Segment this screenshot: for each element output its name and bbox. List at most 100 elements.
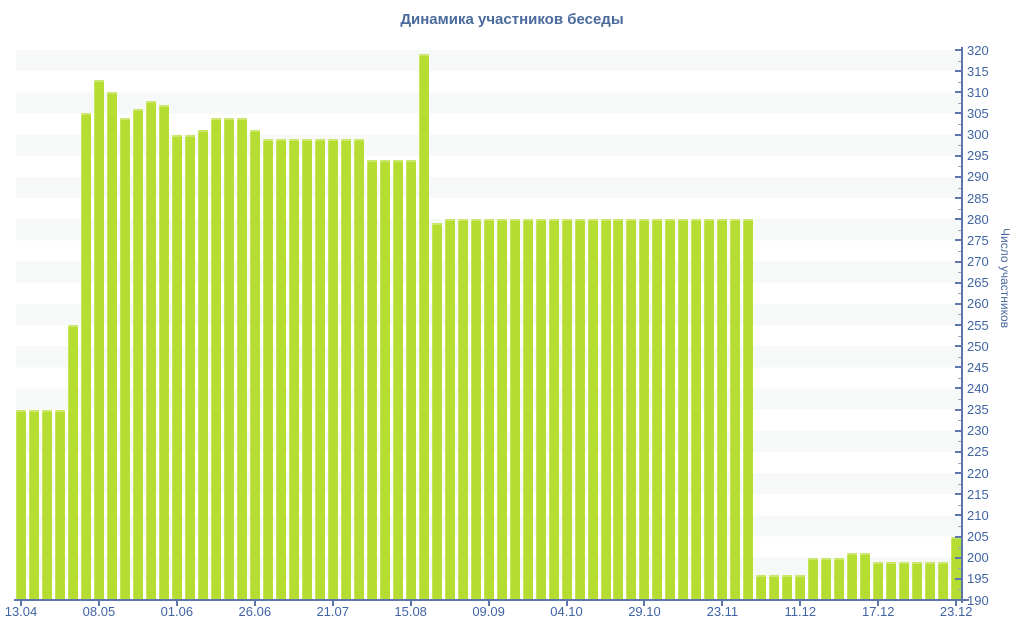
y-tick	[955, 239, 961, 242]
x-tick-label: 23.11	[706, 604, 739, 619]
y-tick	[955, 493, 961, 496]
y-tick	[955, 49, 961, 51]
bar	[912, 561, 923, 600]
bar	[54, 409, 65, 600]
y-tick-label: 300	[967, 127, 989, 143]
y-tick-label: 205	[967, 529, 989, 545]
bar	[938, 561, 949, 600]
bar	[873, 561, 884, 600]
bar	[210, 117, 221, 600]
y-minor-tick	[958, 441, 961, 443]
bar	[28, 409, 39, 600]
y-tick-label: 305	[967, 105, 989, 121]
y-tick-label: 230	[967, 423, 989, 439]
bar	[366, 160, 377, 600]
y-tick	[955, 366, 961, 369]
bar	[262, 138, 273, 600]
y-tick-label: 320	[967, 42, 989, 58]
x-tick	[721, 601, 724, 606]
bar	[756, 574, 767, 600]
x-tick	[955, 601, 958, 606]
y-minor-tick	[958, 102, 961, 104]
bar	[106, 92, 117, 600]
bar	[717, 219, 728, 600]
y-tick-label: 295	[967, 148, 989, 164]
bar	[340, 138, 351, 600]
y-tick	[955, 387, 961, 390]
y-minor-tick	[958, 81, 961, 83]
bar	[535, 219, 546, 600]
y-tick	[955, 302, 961, 305]
bar	[288, 138, 299, 600]
bar	[730, 219, 741, 600]
bar	[16, 409, 26, 600]
y-tick-label: 315	[967, 63, 989, 79]
y-tick-label: 280	[967, 211, 989, 227]
bar	[574, 219, 585, 600]
x-tick	[253, 601, 256, 606]
y-tick	[955, 345, 961, 348]
bar	[431, 223, 442, 600]
y-minor-tick	[958, 356, 961, 358]
y-minor-tick	[958, 229, 961, 231]
bar	[561, 219, 572, 600]
bar	[496, 219, 507, 600]
y-tick-label: 270	[967, 254, 989, 270]
y-minor-tick	[958, 314, 961, 316]
y-minor-tick	[958, 483, 961, 485]
y-minor-tick	[958, 124, 961, 126]
bar	[860, 553, 871, 600]
y-tick-label: 210	[967, 507, 989, 523]
bar	[769, 574, 780, 600]
x-tick-label: 09.09	[472, 604, 505, 619]
bar	[587, 219, 598, 600]
y-tick	[955, 408, 961, 411]
y-minor-tick	[958, 568, 961, 570]
y-tick-label: 255	[967, 317, 989, 333]
bar	[678, 219, 689, 600]
x-tick-label: 26.06	[238, 604, 272, 619]
bar	[509, 219, 520, 600]
y-minor-tick	[958, 547, 961, 549]
y-tick-label: 235	[967, 402, 989, 418]
bar	[236, 117, 247, 600]
y-tick	[955, 577, 961, 580]
y-minor-tick	[958, 60, 961, 62]
bar	[743, 219, 754, 600]
bar	[808, 557, 819, 600]
y-tick-label: 190	[967, 592, 989, 608]
bar	[301, 138, 312, 600]
x-tick	[643, 601, 646, 606]
bar	[314, 138, 325, 600]
y-tick	[955, 218, 961, 221]
bar	[457, 219, 468, 600]
y-tick-label: 240	[967, 380, 989, 396]
y-tick	[955, 91, 961, 94]
x-tick	[565, 601, 568, 606]
bar	[223, 117, 234, 600]
bar	[782, 574, 793, 600]
y-minor-tick	[958, 399, 961, 401]
bar	[145, 100, 156, 600]
x-tick	[331, 601, 334, 606]
y-minor-tick	[958, 420, 961, 422]
bar	[899, 561, 910, 600]
y-tick-label: 215	[967, 486, 989, 502]
y-minor-tick	[958, 589, 961, 591]
bar	[418, 54, 429, 600]
bar	[80, 113, 91, 600]
bar	[379, 160, 390, 600]
y-minor-tick	[958, 208, 961, 210]
x-tick-label: 08.05	[82, 604, 116, 619]
y-tick	[955, 154, 961, 157]
y-tick-label: 290	[967, 169, 989, 185]
y-tick-label: 225	[967, 444, 989, 460]
y-tick	[955, 472, 961, 475]
y-tick-label: 220	[967, 465, 989, 481]
bar	[444, 219, 455, 600]
y-minor-tick	[958, 377, 961, 379]
x-tick-label: 04.10	[550, 604, 583, 619]
bar	[886, 561, 897, 600]
x-tick-label: 01.06	[160, 604, 194, 619]
